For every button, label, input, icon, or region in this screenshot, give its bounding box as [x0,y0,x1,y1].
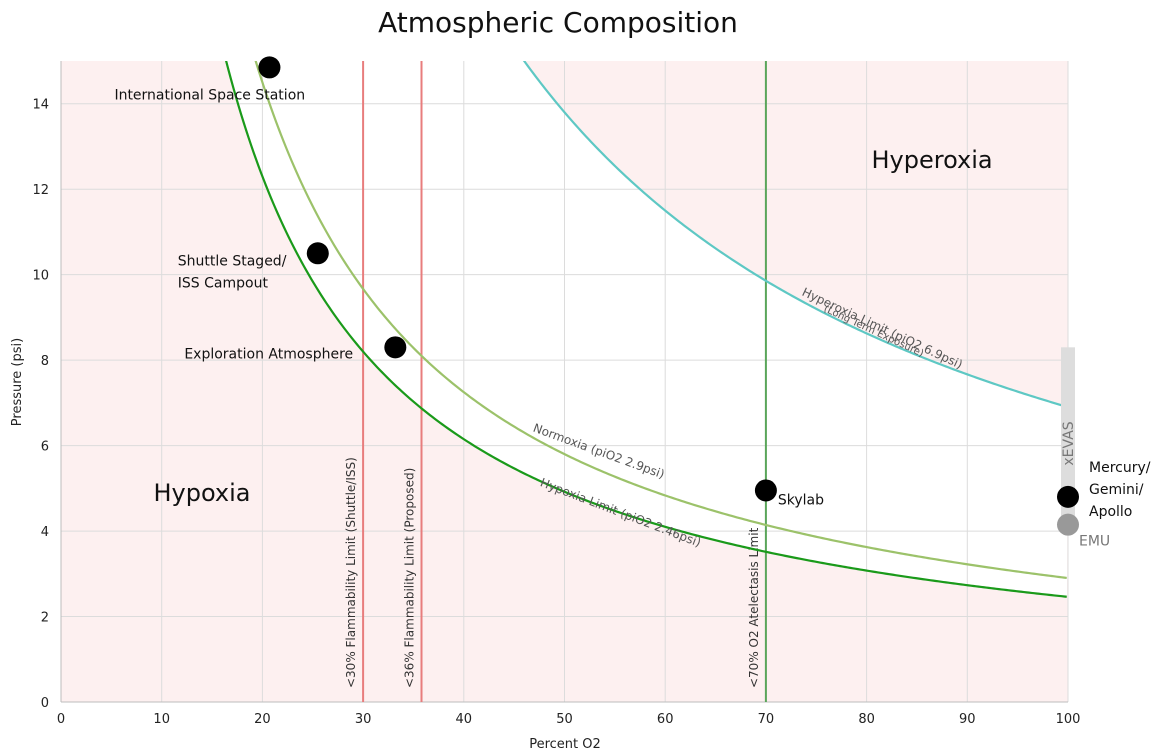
y-tick-label: 8 [41,354,49,369]
data-point-label: ISS Campout [178,275,269,291]
x-tick-label: 0 [57,712,65,727]
xevas-label: xEVAS [1061,421,1077,465]
data-point [306,242,329,265]
y-tick-label: 12 [32,183,49,198]
safe-zone-background [226,61,1068,597]
data-point [1057,513,1079,536]
y-tick-label: 14 [32,98,49,113]
x-tick-label: 30 [355,712,372,727]
y-tick-label: 6 [41,440,49,455]
xevas-range-bar [1061,347,1075,523]
x-tick-label: 100 [1056,712,1081,727]
vertical-limit-label: <70% O2 Atelectasis Limit [747,527,761,688]
x-axis-title: Percent O2 [529,737,601,752]
vertical-limit-label: <36% Flammability Limit (Proposed) [403,468,417,688]
pio2-curve [522,61,1068,408]
plot-area: 0 10 20 30 40 50 60 70 80 90 100 0 2 4 6 8 10 12 14 <30% Fl… [32,56,1151,727]
zone-label: Hypoxia [153,479,250,507]
data-point-label: Skylab [778,492,824,508]
x-tick-label: 80 [858,712,875,727]
data-point [1057,485,1079,508]
x-tick-label: 10 [153,712,170,727]
chart-title: Atmospheric Composition [378,6,738,39]
pio2-curve [225,61,1067,598]
data-point [754,479,777,502]
data-point [258,56,281,79]
data-point-label: Mercury/ [1089,460,1151,476]
y-tick-label: 2 [41,611,49,626]
data-point [384,336,407,359]
data-point-label: Apollo [1089,504,1132,520]
data-point-label: Gemini/ [1089,482,1144,498]
zone-label: Hyperoxia [871,146,992,174]
y-tick-label: 10 [32,269,49,284]
y-tick-label: 0 [41,696,49,711]
x-tick-label: 20 [254,712,271,727]
data-point-label: International Space Station [114,87,305,103]
data-point-label: Shuttle Staged/ [178,253,287,269]
pio2-curve [254,61,1067,580]
y-tick-label: 4 [41,525,49,540]
x-tick-label: 70 [758,712,775,727]
y-axis-title: Pressure (psi) [10,338,25,426]
x-tick-label: 40 [456,712,473,727]
x-tick-label: 90 [959,712,976,727]
vertical-limit-label: <30% Flammability Limit (Shuttle/ISS) [344,457,358,688]
data-point-label: Exploration Atmosphere [184,346,353,362]
x-tick-label: 50 [556,712,573,727]
data-point-label: EMU [1079,534,1110,550]
x-tick-label: 60 [657,712,674,727]
